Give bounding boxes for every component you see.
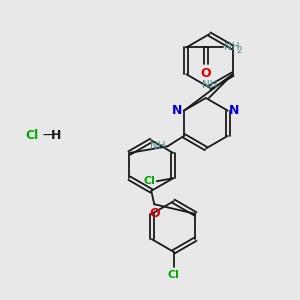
Text: Cl: Cl (168, 270, 179, 280)
Text: O: O (149, 207, 160, 220)
Text: NH: NH (150, 141, 165, 151)
Text: 2: 2 (237, 46, 242, 55)
Text: NH: NH (224, 42, 240, 52)
Text: NH: NH (202, 80, 218, 90)
Text: N: N (229, 104, 240, 117)
Text: H: H (50, 129, 61, 142)
Text: Cl: Cl (25, 129, 38, 142)
Text: Cl: Cl (143, 176, 155, 186)
Text: −: − (41, 128, 53, 142)
Text: O: O (200, 67, 211, 80)
Text: N: N (172, 104, 182, 117)
